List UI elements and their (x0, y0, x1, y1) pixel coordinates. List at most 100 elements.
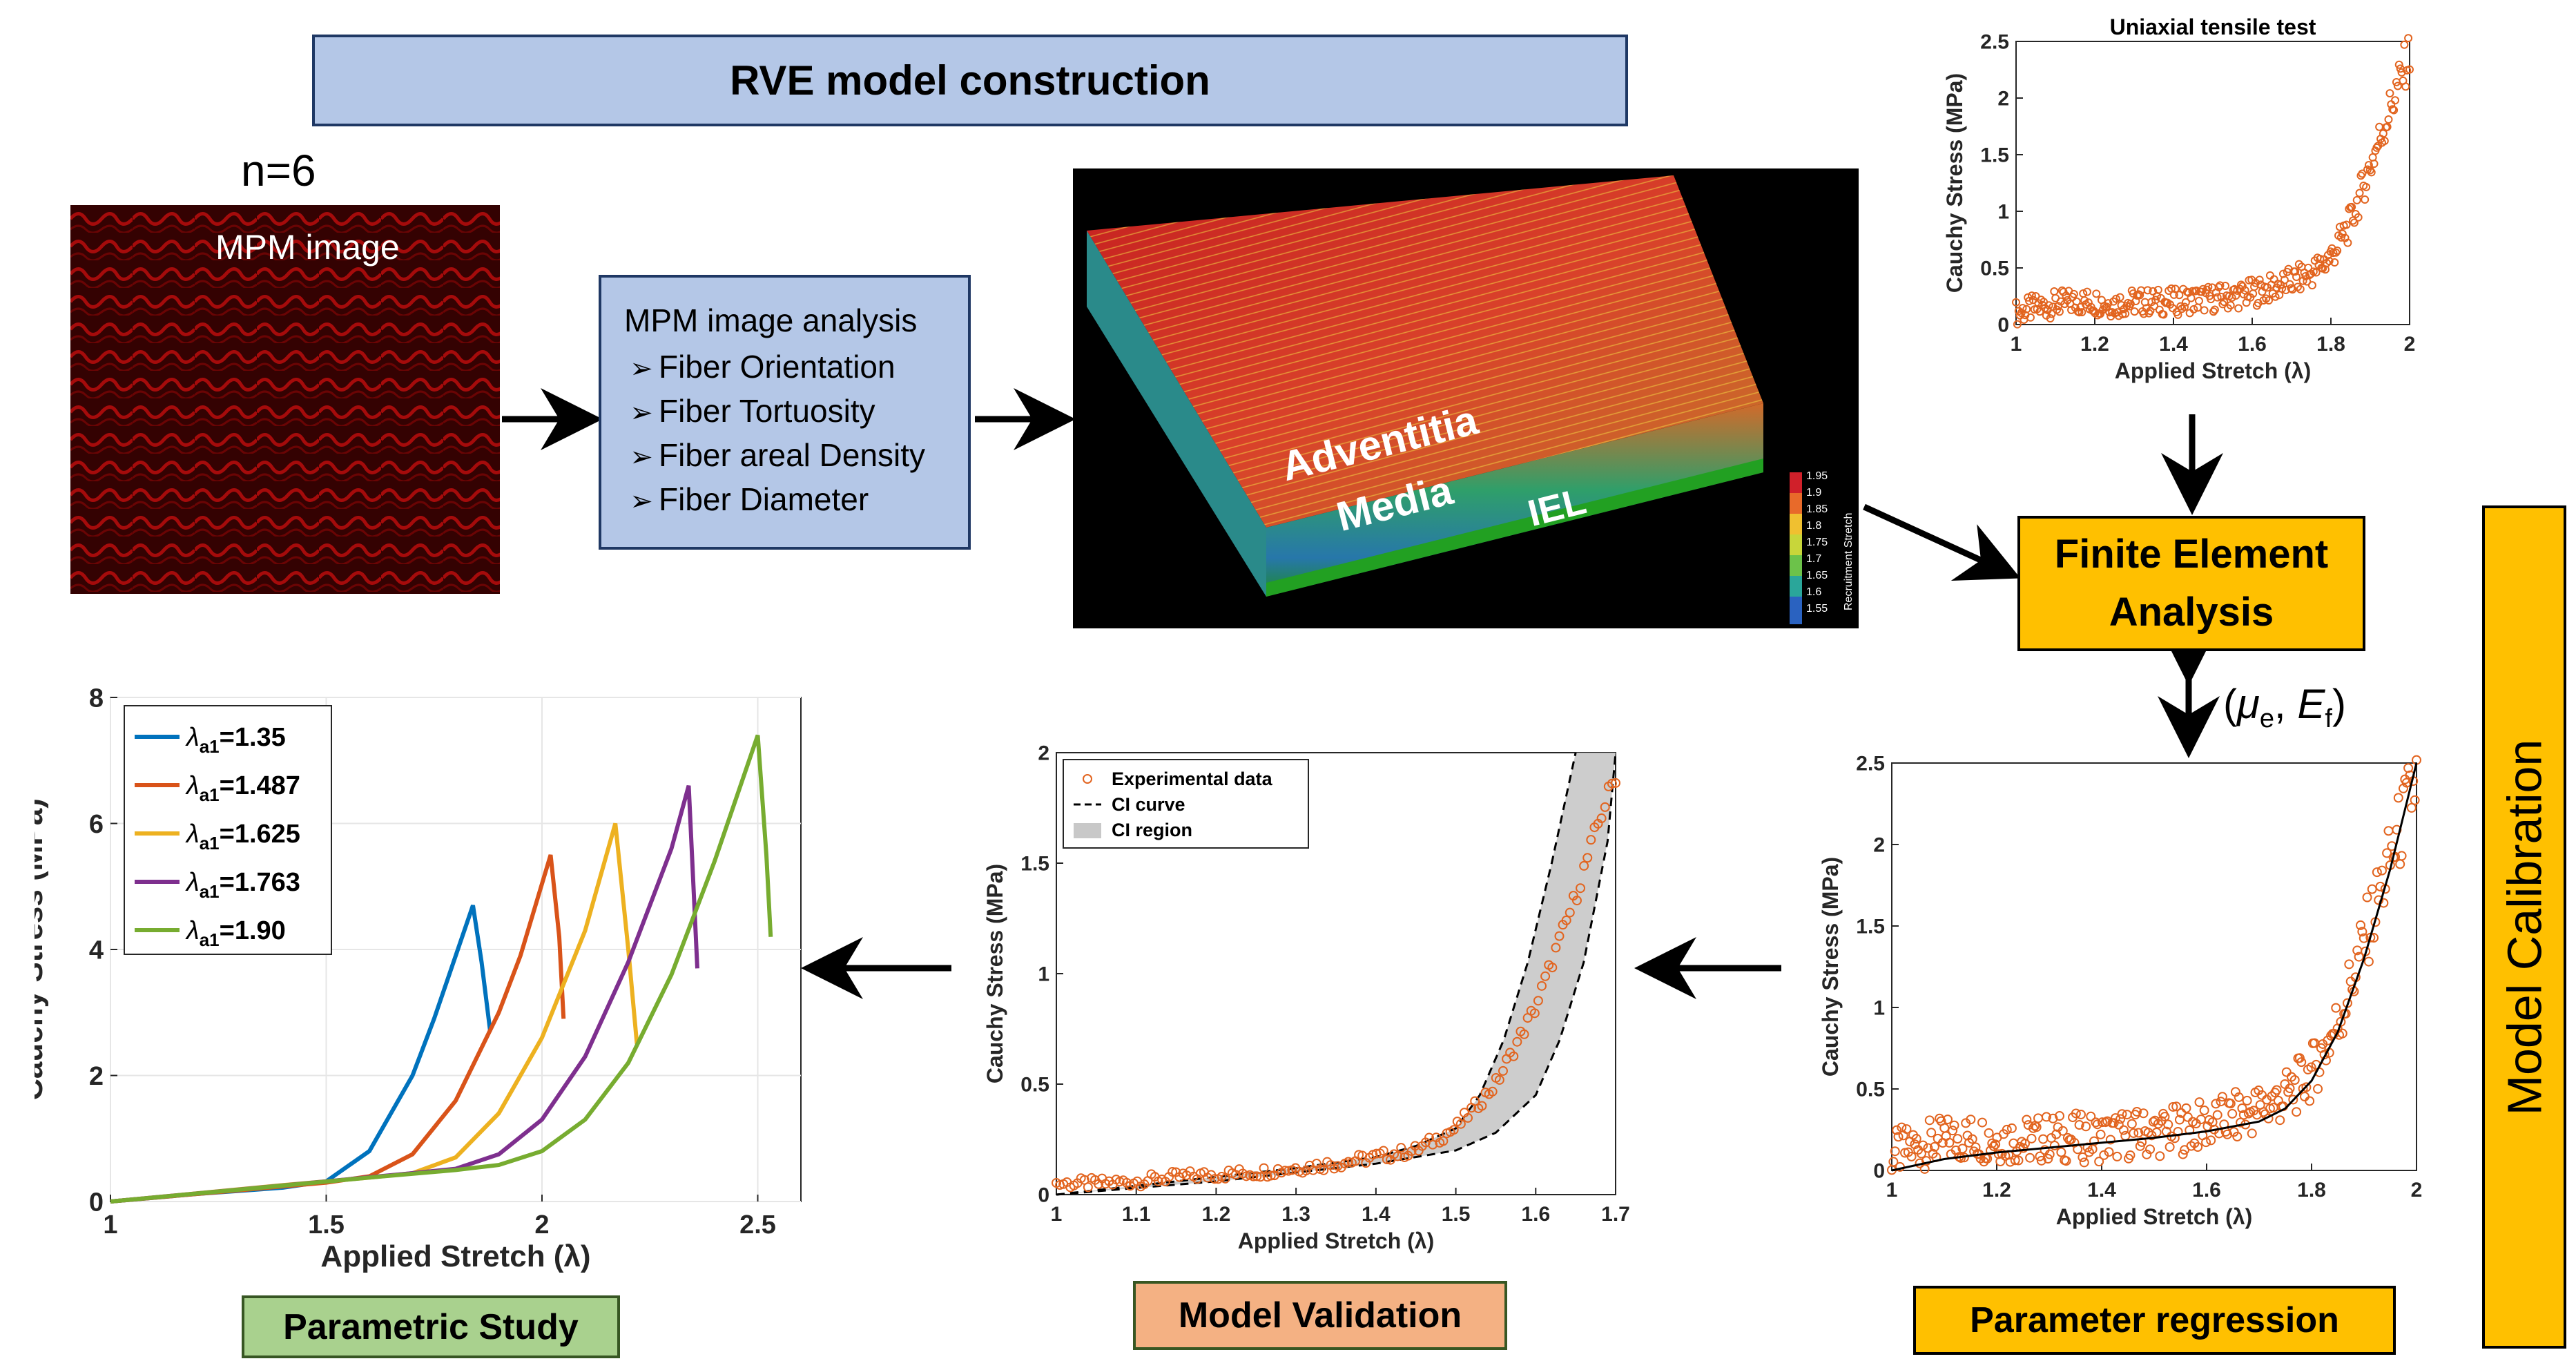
data-point (2099, 1150, 2109, 1160)
colorbar-tick: 1.65 (1806, 570, 1828, 581)
data-point (2026, 1133, 2037, 1144)
data-point (2344, 959, 2354, 969)
data-point (2217, 1092, 2227, 1102)
data-point (2182, 287, 2191, 296)
y-tick-label: 8 (89, 684, 104, 713)
x-tick-label: 1.2 (2080, 333, 2109, 356)
data-point (1083, 1182, 1093, 1193)
data-point (1892, 1125, 1902, 1135)
colorbar-tick: 1.6 (1806, 586, 1821, 598)
data-point (2133, 1128, 2144, 1138)
data-point (1943, 1115, 1953, 1125)
data-point (2323, 1035, 2333, 1045)
data-point (2331, 1003, 2341, 1013)
data-point (2078, 1152, 2088, 1162)
data-point (2313, 1083, 2323, 1094)
data-point (2049, 1140, 2060, 1150)
data-point (1509, 1051, 1519, 1061)
y-tick-label: 0 (1997, 314, 2009, 337)
data-point (2080, 296, 2089, 305)
data-point (2325, 257, 2334, 266)
chart-title: Uniaxial tensile test (2110, 15, 2316, 39)
data-point (2363, 956, 2374, 967)
data-point (2168, 1101, 2178, 1112)
x-tick-label: 2 (2404, 333, 2416, 356)
data-point (1596, 813, 1607, 824)
data-point (2410, 795, 2420, 805)
data-point (2147, 1130, 2157, 1141)
data-point (2356, 171, 2365, 180)
data-point (2013, 320, 2022, 329)
data-point (2069, 289, 2078, 298)
data-point (2307, 281, 2316, 290)
y-tick-label: 1.5 (1980, 144, 2009, 167)
legend-entry: λa1=1.487 (185, 771, 300, 805)
y-tick-label: 6 (89, 810, 104, 839)
x-tick-label: 1.6 (2238, 333, 2267, 356)
legend-entry: Experimental data (1112, 769, 1273, 789)
data-point (1382, 1155, 1392, 1165)
x-tick-label: 1.2 (1982, 1179, 2011, 1202)
recruitment-colorbar: 1.95 1.9 1.85 1.8 1.75 1.7 1.65 1.6 1.55… (1790, 470, 1854, 624)
y-tick-label: 1.5 (1856, 916, 1885, 938)
analysis-item: ➢ Fiber Diameter (624, 479, 869, 523)
data-point (2151, 296, 2160, 305)
data-point (2226, 301, 2235, 310)
data-point (2145, 1144, 2156, 1155)
data-point (1923, 1143, 1933, 1153)
data-point (2010, 1155, 2020, 1166)
data-point (2367, 168, 2376, 177)
data-point (2043, 1154, 2053, 1164)
data-point (2105, 308, 2114, 317)
data-point (1393, 1151, 1403, 1161)
colorbar-tick: 1.9 (1806, 487, 1821, 499)
legend-entry: CI curve (1112, 794, 1185, 815)
data-point (2359, 933, 2369, 943)
data-point (2002, 1124, 2012, 1135)
data-point (1948, 1126, 1958, 1136)
data-point (2094, 1157, 2104, 1167)
data-point (2289, 1074, 2300, 1085)
data-point (2350, 218, 2359, 227)
data-point (1924, 1115, 1935, 1126)
data-point (2018, 304, 2027, 313)
data-point (1248, 1171, 1259, 1181)
data-point (2178, 1149, 2188, 1159)
data-point (2181, 298, 2190, 307)
parametric-study-label: Parametric Study (283, 1306, 579, 1347)
x-tick-label: 1.4 (2087, 1179, 2116, 1202)
data-point (1571, 896, 1582, 906)
analysis-item: ➢ Fiber Tortuosity (624, 390, 875, 434)
data-point (2271, 292, 2280, 301)
colorbar-tick: 1.55 (1806, 603, 1828, 615)
data-point (2180, 302, 2189, 311)
data-point (2136, 291, 2144, 300)
data-point (2041, 1112, 2051, 1122)
y-axis-label: Cauchy Stress (MPa) (1942, 73, 1967, 293)
y-tick-label: 1 (1873, 997, 1885, 1020)
data-point (2055, 1111, 2065, 1121)
data-point (2194, 1097, 2205, 1108)
analysis-item: ➢ Fiber areal Density (624, 434, 925, 479)
data-point (1984, 1128, 1994, 1138)
data-point (2216, 281, 2225, 290)
y-tick-label: 4 (89, 936, 104, 965)
data-point (2081, 1121, 2091, 1132)
data-point (2204, 282, 2213, 291)
data-point (2342, 220, 2351, 229)
data-point (1438, 1136, 1449, 1146)
y-tick-label: 2.5 (1980, 31, 2009, 54)
data-point (2385, 89, 2394, 98)
data-point (2075, 308, 2084, 317)
data-point (2336, 233, 2345, 242)
data-point (2364, 161, 2373, 170)
data-point (1540, 971, 1551, 981)
data-point (2372, 143, 2381, 152)
mpm-image: MPM image (70, 205, 500, 594)
plot-frame (2015, 41, 2410, 325)
data-point (1266, 1170, 1276, 1181)
arrow-rve-to-fea (1863, 503, 2021, 581)
data-point (2227, 293, 2236, 302)
data-point (2129, 1128, 2139, 1138)
